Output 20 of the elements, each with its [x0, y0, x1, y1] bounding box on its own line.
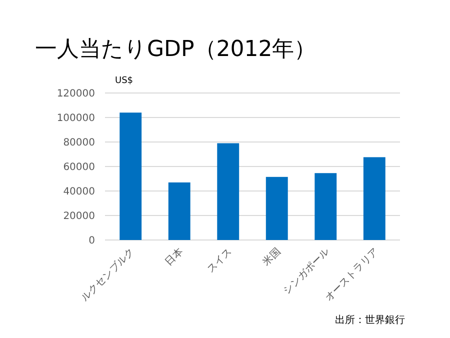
- y-tick-label: 60000: [63, 162, 95, 173]
- y-axis-title: US$: [115, 76, 134, 86]
- chart-title: 一人当たりGDP（2012年）: [35, 37, 316, 62]
- x-tick-label: ルクセンブルク: [78, 246, 137, 304]
- bar: [120, 112, 142, 240]
- x-tick-label: 米国: [260, 246, 283, 268]
- y-tick-label: 120000: [56, 88, 95, 100]
- bar: [363, 157, 386, 240]
- bar: [266, 176, 288, 240]
- y-tick-label: 0: [88, 236, 95, 246]
- y-tick-label: 20000: [63, 211, 95, 222]
- bar: [168, 182, 190, 240]
- y-tick-label: 80000: [63, 138, 95, 148]
- x-tick-label: スイス: [205, 246, 234, 276]
- text: 出所：世界銀行: [335, 314, 405, 326]
- bar: [314, 173, 337, 240]
- x-tick-label: 日本: [162, 246, 186, 268]
- bar: [217, 143, 240, 240]
- y-tick-label: 40000: [63, 186, 95, 198]
- y-tick-label: 100000: [56, 113, 95, 124]
